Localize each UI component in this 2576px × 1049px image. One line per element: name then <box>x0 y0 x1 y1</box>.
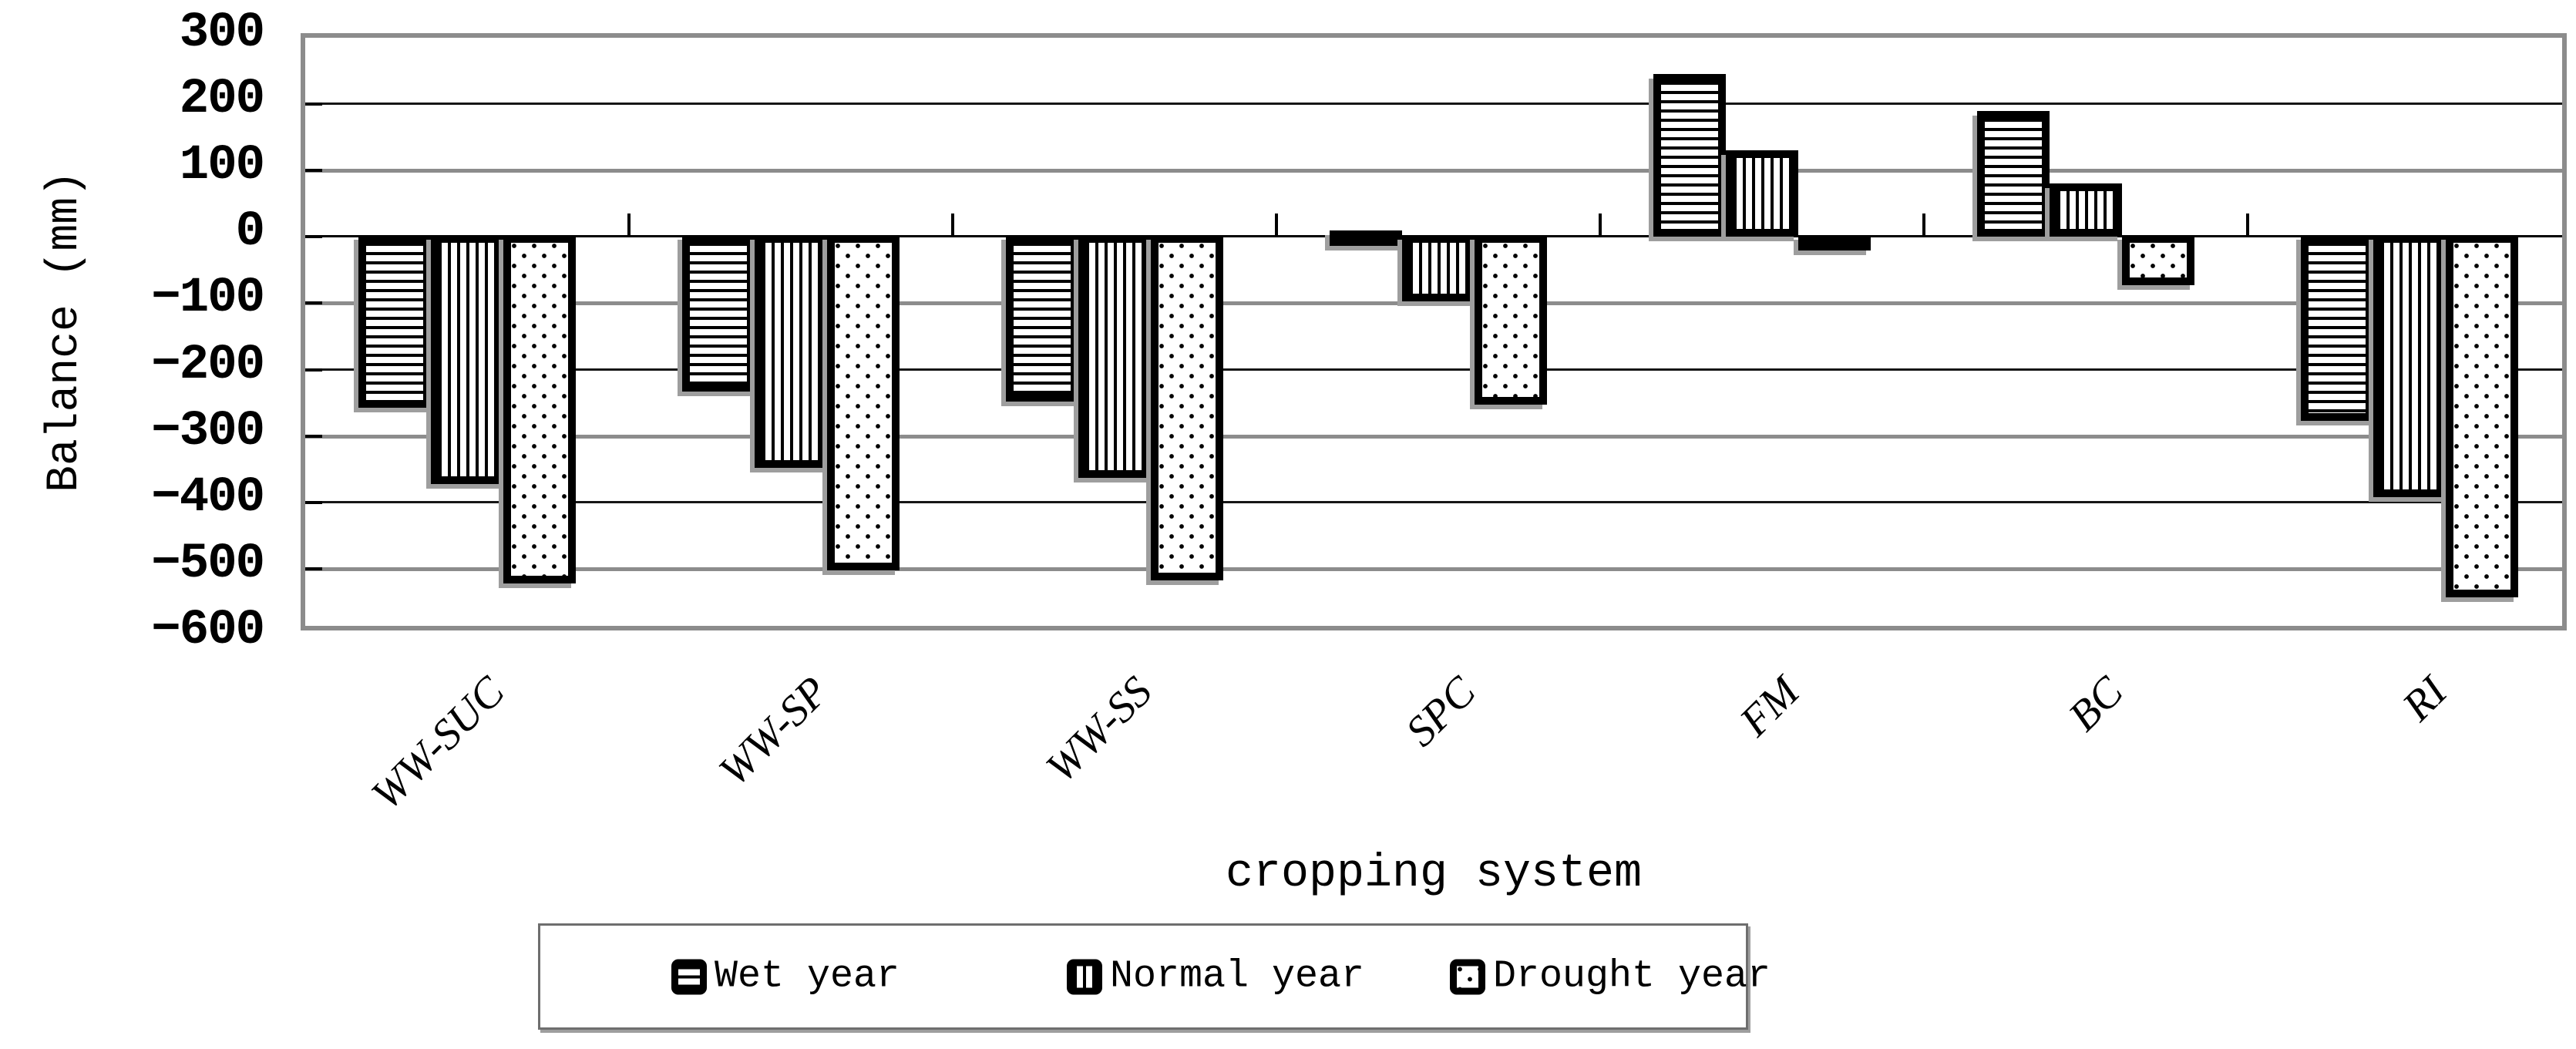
y-tick-label-300: 300 <box>179 5 265 61</box>
legend-item-wet-year: Wet year <box>671 955 900 999</box>
y-tick-label--300: −300 <box>151 403 265 459</box>
bar-wet-year-ww-sp <box>682 235 755 392</box>
y-tick-label--200: −200 <box>151 337 265 393</box>
gridline-left-tick--100 <box>305 301 322 305</box>
gridline-100 <box>305 169 2562 173</box>
bar-drought-year-ww-ss <box>1151 235 1223 581</box>
gridline-left-tick--500 <box>305 567 322 570</box>
legend-label-drought-year: Drought year <box>1493 954 1771 999</box>
bar-normal-year-ww-ss <box>1078 235 1151 478</box>
legend-item-normal-year: Normal year <box>1067 955 1364 999</box>
y-tick-label--600: −600 <box>151 603 265 658</box>
gridline-left-tick-100 <box>305 169 322 173</box>
bar-normal-year-bc <box>2050 183 2122 237</box>
gridline--200 <box>305 368 2562 371</box>
gridline-left-tick--400 <box>305 500 322 504</box>
y-tick-label-0: 0 <box>235 204 265 261</box>
bar-wet-year-ww-suc <box>358 235 431 409</box>
legend-label-normal-year: Normal year <box>1110 954 1365 999</box>
bar-drought-year-ww-sp <box>827 235 900 571</box>
bar-drought-year-spc <box>1475 235 1547 405</box>
normal-year-pattern-swatch-icon <box>1067 959 1102 994</box>
drought-year-pattern-swatch-icon <box>1450 959 1485 994</box>
gridline--400 <box>305 500 2562 503</box>
bar-wet-year-bc <box>1977 110 2050 237</box>
bar-normal-year-ri <box>2373 235 2446 498</box>
zero-axis-category-tick <box>1275 213 1278 237</box>
bar-normal-year-ww-suc <box>431 235 503 485</box>
legend: Wet year Normal year Drought year <box>538 923 1771 1030</box>
y-tick-label--400: −400 <box>151 469 265 526</box>
gridline--100 <box>305 301 2562 306</box>
zero-axis-category-tick <box>951 213 954 237</box>
bar-drought-year-ri <box>2446 235 2518 597</box>
x-axis-title: cropping system <box>1225 848 1643 900</box>
bar-wet-year-fm <box>1653 74 1726 237</box>
bar-normal-year-ww-sp <box>755 235 827 468</box>
bar-drought-year-ww-suc <box>503 235 576 584</box>
gridline--500 <box>305 567 2562 571</box>
zero-axis-category-tick <box>1922 213 1925 237</box>
gridline-left-tick--300 <box>305 434 322 438</box>
bar-normal-year-spc <box>1402 235 1475 302</box>
wet-year-pattern-swatch-icon <box>671 959 707 994</box>
bar-normal-year-fm <box>1726 150 1798 237</box>
gridline-left-tick--200 <box>305 368 322 372</box>
gridline--300 <box>305 434 2562 439</box>
bar-wet-year-ww-ss <box>1006 235 1078 402</box>
zero-axis-category-tick <box>2246 213 2249 237</box>
gridline-200 <box>305 103 2562 106</box>
gridline-left-tick-200 <box>305 103 322 106</box>
plot-area <box>301 33 2567 630</box>
bar-drought-year-fm <box>1798 235 1871 251</box>
zero-axis-category-tick <box>627 213 631 237</box>
bar-drought-year-bc <box>2122 235 2194 285</box>
bar-wet-year-ri <box>2301 235 2373 422</box>
y-tick-label--500: −500 <box>151 536 265 592</box>
bar-wet-year-spc <box>1330 230 1402 246</box>
legend-item-drought-year: Drought year <box>1450 955 1771 999</box>
y-tick-label-200: 200 <box>179 72 265 128</box>
y-tick-label-100: 100 <box>179 138 265 194</box>
y-tick-label--100: −100 <box>151 271 265 327</box>
legend-label-wet-year: Wet year <box>715 954 900 999</box>
gridline-left-tick-0 <box>305 235 322 239</box>
zero-axis-category-tick <box>1599 213 1602 237</box>
